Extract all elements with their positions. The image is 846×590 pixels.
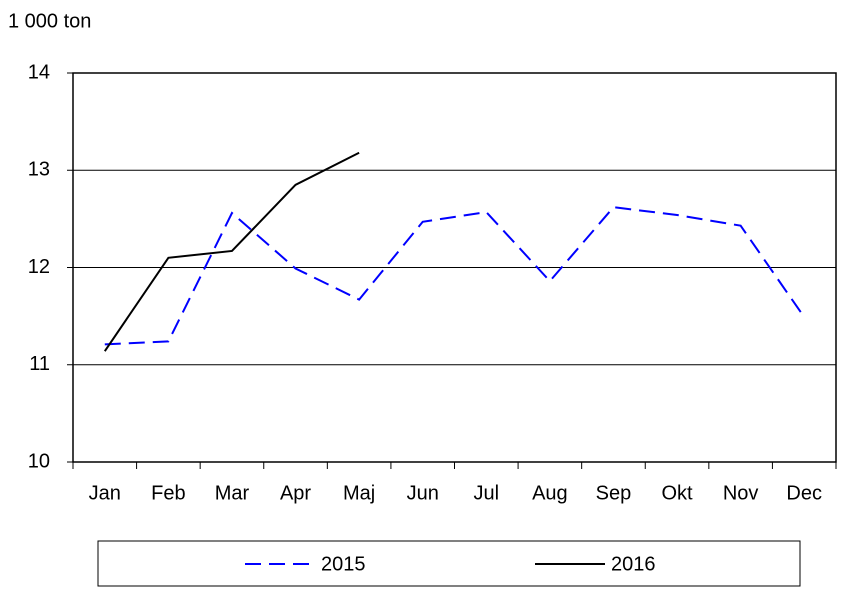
y-tick-label: 11 [29, 353, 50, 375]
y-tick-label: 13 [28, 159, 50, 181]
series-line [104, 206, 806, 346]
legend-label: 2015 [321, 553, 366, 575]
x-tick-label: Feb [151, 482, 185, 504]
x-tick-label: Apr [280, 482, 311, 504]
x-tick-label: Dec [786, 482, 822, 504]
x-tick-label: Okt [661, 482, 693, 504]
x-tick-label: Jun [407, 482, 439, 504]
y-tick-label: 12 [28, 256, 50, 278]
x-tick-label: Mar [215, 482, 250, 504]
x-tick-label: Jul [474, 482, 500, 504]
legend-box [97, 540, 801, 587]
y-tick-label: 14 [28, 61, 50, 83]
legend-label: 2016 [611, 553, 656, 575]
series-line [103, 151, 360, 352]
x-tick-label: Sep [596, 482, 632, 504]
x-tick-label: Jan [89, 482, 121, 504]
x-tick-label: Maj [343, 482, 375, 504]
y-axis-label: 1 000 ton [8, 10, 91, 32]
x-tick-label: Nov [723, 482, 759, 504]
x-tick-label: Aug [532, 482, 568, 504]
y-tick-label: 10 [28, 450, 50, 472]
